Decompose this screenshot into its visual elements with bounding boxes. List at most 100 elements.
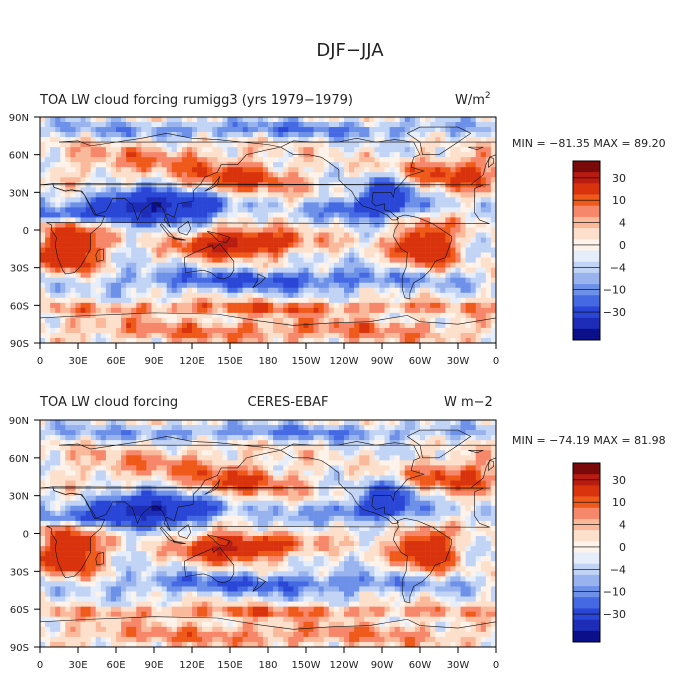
field-cell <box>440 420 446 426</box>
field-cell <box>197 192 203 198</box>
field-cell <box>80 317 86 324</box>
field-cell <box>247 440 254 446</box>
field-cell <box>374 307 380 314</box>
field-cell <box>485 197 492 203</box>
field-cell <box>100 282 107 289</box>
field-cell <box>116 237 122 243</box>
field-cell <box>192 302 198 309</box>
field-cell <box>268 252 274 258</box>
field-cell <box>222 207 228 213</box>
field-cell <box>110 312 117 319</box>
field-cell <box>414 420 421 426</box>
field-cell <box>425 322 431 329</box>
field-cell <box>60 312 66 319</box>
field-cell <box>232 332 238 339</box>
field-cell <box>110 242 117 248</box>
field-cell <box>283 307 289 314</box>
field-cell <box>409 425 416 431</box>
field-cell <box>186 465 193 471</box>
field-cell <box>237 435 243 441</box>
field-cell <box>470 287 476 294</box>
field-cell <box>349 337 355 343</box>
field-cell <box>374 242 380 248</box>
field-cell <box>298 167 304 173</box>
field-cell <box>257 127 264 133</box>
field-cell <box>480 162 487 168</box>
field-cell <box>399 187 406 193</box>
field-cell <box>146 332 152 339</box>
field-cell <box>369 187 375 193</box>
field-cell <box>85 162 91 168</box>
field-cell <box>333 297 340 304</box>
field-cell <box>100 297 107 304</box>
field-cell <box>171 302 178 309</box>
field-cell <box>440 277 446 283</box>
field-cell <box>420 445 426 451</box>
field-cell <box>247 307 254 314</box>
field-cell <box>186 152 193 158</box>
field-cell <box>110 430 117 436</box>
field-cell <box>75 222 81 228</box>
field-cell <box>313 177 319 183</box>
field-cell <box>227 420 233 426</box>
field-cell <box>394 127 400 133</box>
field-cell <box>435 282 441 289</box>
field-cell <box>384 162 390 168</box>
field-cell <box>268 187 274 193</box>
field-cell <box>262 297 269 304</box>
field-cell <box>328 252 335 258</box>
field-cell <box>237 302 243 309</box>
field-cell <box>85 207 91 213</box>
field-cell <box>131 450 137 456</box>
field-cell <box>470 127 476 133</box>
field-cell <box>475 327 482 334</box>
field-cell <box>136 337 142 343</box>
field-cell <box>399 257 406 263</box>
field-cell <box>65 272 71 278</box>
field-cell <box>151 277 157 283</box>
field-cell <box>303 292 309 299</box>
field-cell <box>95 237 102 243</box>
field-cell <box>141 267 147 273</box>
field-cell <box>60 117 66 123</box>
field-cell <box>171 177 178 183</box>
field-cell <box>207 440 213 446</box>
field-cell <box>298 435 304 441</box>
field-cell <box>475 192 482 198</box>
field-cell <box>186 217 193 223</box>
field-cell <box>409 162 416 168</box>
field-cell <box>394 332 400 339</box>
field-cell <box>85 272 91 278</box>
field-cell <box>126 332 132 339</box>
field-cell <box>389 197 395 203</box>
field-cell <box>232 142 238 148</box>
field-cell <box>333 257 340 263</box>
field-cell <box>65 212 71 218</box>
field-cell <box>288 127 294 133</box>
field-cell <box>425 217 431 223</box>
field-cell <box>110 197 117 203</box>
field-cell <box>45 247 51 253</box>
field-cell <box>80 292 86 299</box>
field-cell <box>247 197 254 203</box>
field-cell <box>242 460 248 466</box>
field-cell <box>414 297 421 304</box>
field-cell <box>465 127 471 133</box>
field-cell <box>420 435 426 441</box>
field-cell <box>399 117 406 123</box>
field-cell <box>100 307 107 314</box>
field-cell <box>328 332 335 339</box>
field-cell <box>278 455 284 461</box>
field-cell <box>298 212 304 218</box>
field-cell <box>242 227 248 233</box>
field-cell <box>364 430 370 436</box>
field-cell <box>232 227 238 233</box>
field-cell <box>283 440 289 446</box>
field-cell <box>404 287 411 294</box>
field-cell <box>90 252 96 258</box>
field-cell <box>45 122 51 128</box>
field-cell <box>40 297 46 304</box>
colorbar-swatch <box>573 317 600 330</box>
field-cell <box>45 177 51 183</box>
field-cell <box>85 322 91 329</box>
